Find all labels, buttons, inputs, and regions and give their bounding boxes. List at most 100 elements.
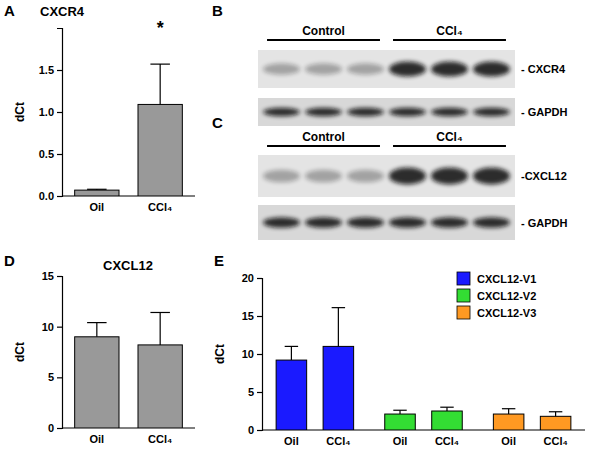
y-tick-mark (257, 430, 262, 431)
bar (75, 190, 119, 196)
group-label: Control (302, 24, 345, 38)
row-label: - CXCR4 (521, 63, 566, 75)
group-bracket (393, 39, 506, 41)
legend-swatch (457, 272, 470, 285)
y-tick: 0.5 (39, 148, 62, 160)
x-tick-label: Oil (501, 435, 516, 447)
error-bar-stem (338, 308, 339, 347)
error-bar-cap (549, 411, 562, 412)
x-tick-label: CCl₄ (148, 433, 172, 445)
bar (493, 414, 524, 430)
x-tick-label: CCl₄ (148, 201, 172, 213)
y-axis-line (257, 279, 263, 431)
y-tick-label: 0.5 (39, 148, 54, 160)
y-tick: 10 (242, 348, 262, 360)
error-bar-stem (96, 323, 97, 337)
bar (75, 337, 119, 428)
legend-item: CXCL12-V1 (457, 272, 536, 285)
blot-band (431, 217, 468, 228)
bar (138, 345, 182, 428)
y-tick-mark (57, 70, 62, 71)
error-bar-stem (160, 312, 161, 344)
panel-letter: A (4, 2, 15, 19)
y-axis-line (57, 29, 63, 197)
y-tick: 5 (48, 371, 62, 383)
blot-band (347, 108, 384, 116)
blot-membrane (258, 205, 515, 240)
error-bar-cap (87, 189, 107, 190)
y-tick-label: 10 (42, 321, 54, 333)
blot-band (347, 63, 384, 74)
y-tick: 15 (42, 270, 62, 282)
legend-swatch (457, 289, 470, 302)
y-tick: 0 (248, 424, 262, 436)
plot-area (75, 64, 183, 196)
x-tick-label: CCl₄ (544, 435, 568, 447)
error-bar-stem (508, 409, 509, 414)
group-label: CCl₄ (436, 24, 463, 38)
blot-band (263, 217, 300, 228)
y-tick-mark (57, 377, 62, 378)
error-bar (285, 346, 298, 360)
error-bar (393, 410, 406, 414)
y-tick-mark (57, 112, 62, 113)
row-label: -CXCL12 (521, 170, 567, 182)
y-tick-label: 0.0 (39, 190, 54, 202)
panel-letter: C (212, 114, 223, 131)
y-tick-label: 0 (48, 422, 54, 434)
chart-title: CXCR4 (40, 4, 85, 19)
blot-band (431, 168, 468, 185)
error-bar (440, 407, 453, 411)
row-label: - GAPDH (521, 106, 568, 118)
y-tick-mark (257, 278, 262, 279)
y-tick-label: 20 (242, 272, 254, 284)
error-bar-stem (160, 64, 161, 104)
y-tick-label: 15 (42, 270, 54, 282)
error-bar-cap (332, 307, 345, 308)
y-axis-title: dCt (213, 344, 227, 364)
group-label: Control (302, 130, 345, 144)
blot-band (389, 168, 426, 185)
legend-label: CXCL12-V2 (477, 290, 536, 302)
blot-membrane (258, 50, 515, 88)
chart-title: CXCL12 (103, 258, 153, 273)
y-tick-label: 5 (48, 371, 54, 383)
blot-band (431, 61, 468, 76)
error-bar (150, 312, 170, 344)
blot-band (347, 217, 384, 228)
blot-band (473, 108, 510, 116)
legend-label: CXCL12-V3 (477, 307, 536, 319)
x-tick-label: Oil (89, 433, 104, 445)
blot-band (305, 217, 342, 228)
plot-area (276, 308, 571, 430)
blot-band (473, 217, 510, 228)
y-tick: 10 (42, 321, 62, 333)
error-bar (150, 64, 170, 104)
y-tick-mark (257, 392, 262, 393)
y-tick-mark (57, 327, 62, 328)
bar (276, 360, 307, 430)
y-tick: 0 (48, 422, 62, 434)
legend-swatch (457, 306, 470, 319)
error-bar-cap (150, 64, 170, 65)
panel-letter: D (4, 252, 15, 269)
y-tick: 1.5 (39, 64, 62, 76)
x-tick-label: CCl₄ (435, 435, 459, 447)
y-tick: 5 (248, 386, 262, 398)
blot-band (347, 170, 384, 183)
error-bar (549, 412, 562, 417)
error-bar-stem (291, 346, 292, 360)
error-bar-cap (440, 407, 453, 408)
error-bar (87, 323, 107, 337)
y-axis-title: dCt (13, 102, 27, 122)
y-tick-label: 10 (242, 348, 254, 360)
blot-band (305, 170, 342, 183)
blot-band (263, 108, 300, 116)
blot-band (305, 63, 342, 74)
error-bar (87, 189, 107, 191)
y-tick: 20 (242, 272, 262, 284)
y-axis-line (57, 277, 63, 429)
blot-membrane (258, 98, 515, 126)
blot-band (473, 168, 510, 185)
blot-band (431, 108, 468, 116)
